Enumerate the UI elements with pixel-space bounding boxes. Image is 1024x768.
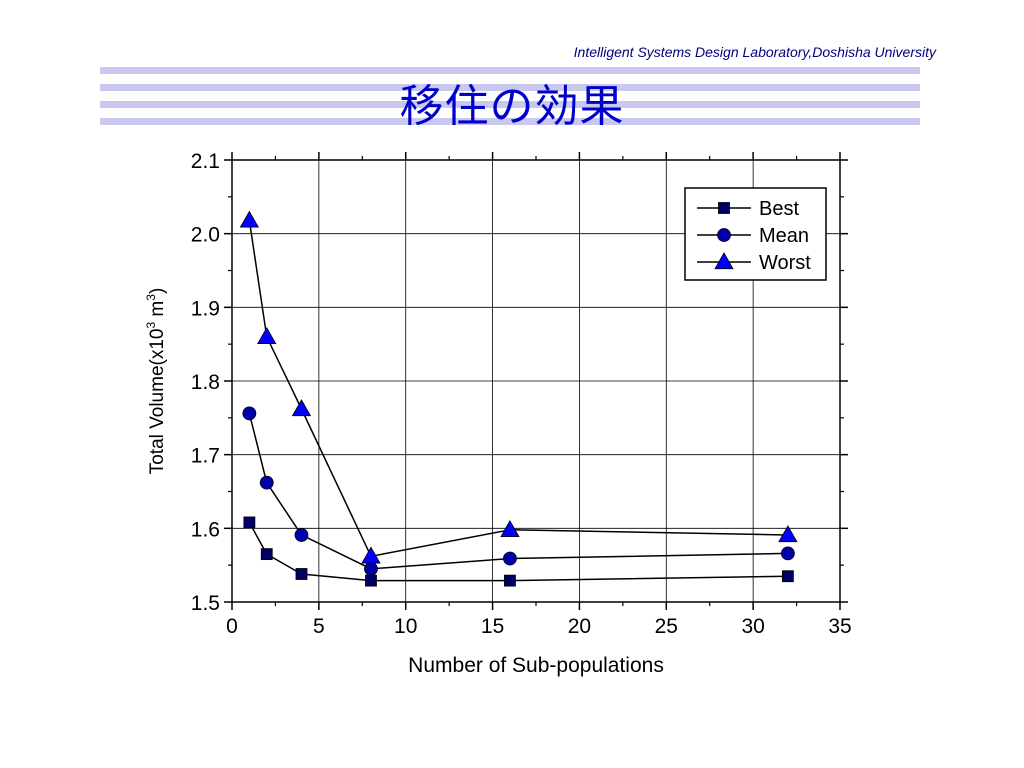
legend-items: Best Mean Worst xyxy=(697,198,811,274)
data-point-best xyxy=(295,568,308,580)
data-point-worst xyxy=(361,546,381,564)
axis-ticks: 0 5 10 15 20 25 30 35 1.5 1.6 1.7 1.8 1.9 2.0 2.1 xyxy=(191,150,852,638)
data-series xyxy=(239,210,798,587)
y-tick-label: 1.8 xyxy=(191,371,220,394)
x-tick-label: 30 xyxy=(741,615,764,638)
data-point-mean xyxy=(242,406,257,421)
series-worst xyxy=(239,210,798,564)
y-axis-label: Total Volume(x103 m3) xyxy=(144,288,168,475)
y-axis-label-text: Total Volume(x103 m3) xyxy=(144,288,168,475)
x-tick-label: 20 xyxy=(568,615,591,638)
x-tick-label: 10 xyxy=(394,615,417,638)
data-point-worst xyxy=(778,525,798,543)
legend-box xyxy=(684,187,827,281)
data-point-worst xyxy=(500,520,520,537)
x-axis-label: Number of Sub-populations xyxy=(408,654,664,677)
y-label-sup2: 3 xyxy=(144,294,158,301)
y-label-end: ) xyxy=(147,288,168,294)
data-point-mean xyxy=(503,551,517,566)
data-point-best xyxy=(365,574,377,587)
decorative-stripes xyxy=(100,67,920,125)
data-point-mean xyxy=(259,475,274,490)
data-point-best xyxy=(243,516,256,529)
x-tick-label: 5 xyxy=(313,615,325,638)
legend-marker xyxy=(714,252,734,270)
y-tick-label: 1.9 xyxy=(191,297,220,320)
x-tick-label: 15 xyxy=(481,615,504,638)
x-tick-label: 25 xyxy=(655,615,678,638)
data-point-best xyxy=(781,570,794,583)
data-point-mean xyxy=(364,561,378,576)
series-line-best xyxy=(248,522,788,582)
y-tick-label: 1.6 xyxy=(191,518,220,541)
deco-stripe xyxy=(100,84,920,91)
data-point-mean xyxy=(780,546,795,561)
legend-label: Mean xyxy=(759,225,809,247)
y-tick-label: 1.5 xyxy=(191,592,220,615)
legend-item-worst: Worst xyxy=(697,252,811,274)
series-mean xyxy=(242,406,795,576)
deco-stripe xyxy=(100,118,920,125)
slide-title: 移住の効果 xyxy=(399,81,625,132)
data-point-best xyxy=(504,574,516,587)
data-point-worst xyxy=(257,326,277,344)
header-organization: Intelligent Systems Design Laboratory,Do… xyxy=(573,44,936,60)
y-label-mid: m xyxy=(147,301,168,322)
series-line-mean xyxy=(248,413,788,570)
legend-label: Best xyxy=(759,198,799,220)
legend-marker xyxy=(718,202,730,214)
legend-label: Worst xyxy=(759,252,811,274)
legend: Best Mean Worst xyxy=(684,187,827,281)
data-point-worst xyxy=(291,399,312,417)
y-tick-label: 2.0 xyxy=(191,224,220,247)
y-tick-label: 1.7 xyxy=(191,445,220,468)
legend-item-mean: Mean xyxy=(697,225,809,247)
data-point-best xyxy=(260,548,273,561)
data-point-worst xyxy=(239,210,260,228)
data-point-mean xyxy=(294,528,309,542)
x-tick-label: 0 xyxy=(226,615,238,638)
legend-item-best: Best xyxy=(697,198,799,220)
deco-stripe xyxy=(100,101,920,108)
y-tick-label: 2.1 xyxy=(191,150,220,173)
x-tick-label: 35 xyxy=(828,615,851,638)
legend-marker xyxy=(717,228,731,242)
series-line-worst xyxy=(248,220,788,558)
y-label-main: Total Volume(x10 xyxy=(147,329,168,475)
series-best xyxy=(243,516,794,587)
y-label-sup1: 3 xyxy=(144,322,158,329)
deco-stripe xyxy=(100,67,920,74)
